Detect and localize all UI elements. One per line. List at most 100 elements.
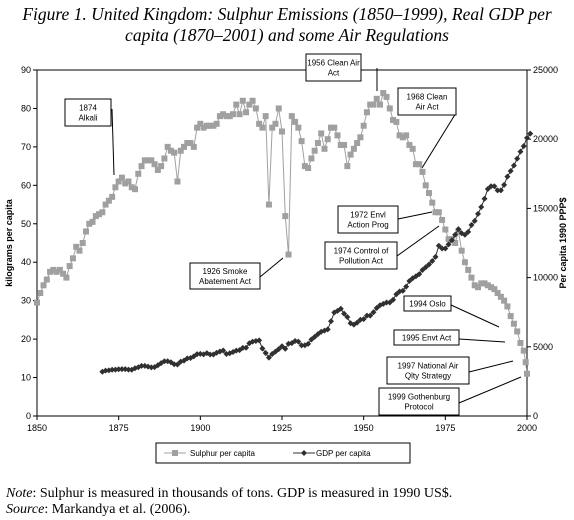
figure-title-line-1: Figure 1. United Kingdom: Sulphur Emissi… — [22, 4, 552, 24]
source-text: : Markandya et al. (2006). — [44, 502, 191, 517]
sulphur-per-capita-point — [282, 213, 289, 220]
sulphur-per-capita-point — [522, 359, 529, 366]
sulphur-per-capita-point — [236, 111, 243, 118]
annotation-text-1974-control: Pollution Act — [339, 257, 384, 266]
annotation-leader-1974-control — [396, 225, 440, 257]
sulphur-per-capita-point — [439, 216, 446, 223]
gdp-per-capita-point — [491, 183, 498, 190]
sulphur-per-capita-point — [354, 140, 361, 147]
sulphur-per-capita-point — [295, 124, 302, 131]
sulphur-per-capita-point — [216, 113, 223, 120]
sulphur-per-capita-point — [311, 147, 318, 154]
annotation-text-1968-clean-air: Air Act — [415, 103, 439, 112]
gdp-per-capita-point — [399, 287, 406, 294]
gdp-per-capita-point — [220, 347, 227, 354]
sulphur-per-capita-point — [399, 134, 406, 141]
gdp-per-capita-point — [488, 183, 495, 190]
sulphur-per-capita-point — [481, 280, 488, 287]
gdp-per-capita-point — [393, 291, 400, 298]
x-tick-label: 1950 — [354, 423, 374, 433]
note-label: Note — [6, 486, 33, 501]
annotation-text-1972-envl: Action Prog — [347, 221, 388, 230]
sulphur-per-capita-point — [367, 101, 374, 108]
sulphur-per-capita-point — [403, 132, 410, 139]
y-right-tick-label: 5000 — [533, 342, 553, 352]
gdp-per-capita-point — [256, 337, 263, 344]
y-left-axis-title: kilograms per capita — [4, 198, 14, 287]
sulphur-per-capita-point — [105, 197, 112, 204]
x-tick-label: 1850 — [27, 423, 47, 433]
sulphur-per-capita-point — [458, 247, 465, 254]
sulphur-per-capita-point — [328, 124, 334, 131]
gdp-per-capita-point — [373, 305, 380, 312]
gdp-per-capita-point — [517, 148, 524, 155]
gdp-per-capita-point — [416, 271, 423, 278]
annotation-leader-1999-gothenburg — [458, 376, 522, 404]
annotation-box-1926-smoke — [189, 262, 261, 290]
annotation-text-1997-national-air: Qlty Strategy — [405, 372, 451, 381]
gdp-per-capita-point — [465, 228, 472, 235]
annotation-box-1974-control — [324, 241, 398, 270]
sulphur-per-capita-point — [164, 143, 171, 150]
sulphur-per-capita-point — [207, 122, 214, 129]
sulphur-per-capita-point — [230, 111, 236, 118]
sulphur-per-capita-point — [256, 120, 263, 127]
y-left-tick-label: 80 — [21, 103, 31, 113]
gdp-per-capita-point — [481, 195, 488, 202]
gdp-per-capita-point — [432, 253, 439, 260]
gdp-per-capita-point — [243, 344, 250, 351]
sulphur-per-capita-point — [239, 97, 246, 104]
sulphur-per-capita-point — [63, 274, 70, 281]
sulphur-per-capita-point — [132, 186, 138, 193]
sulphur-per-capita-point — [386, 105, 393, 112]
x-tick-label: 1875 — [109, 423, 129, 433]
gdp-per-capita-point — [475, 210, 481, 217]
gdp-per-capita-point — [354, 319, 361, 326]
sulphur-per-capita-point — [324, 136, 331, 143]
annotation-text-1997-national-air: 1997 National Air — [398, 362, 459, 371]
gdp-per-capita-point — [419, 266, 426, 273]
sulphur-per-capita-point — [148, 157, 155, 164]
gdp-per-capita-point — [452, 231, 459, 238]
y-left-tick-label: 90 — [21, 65, 31, 75]
sulphur-per-capita-point — [43, 276, 50, 283]
sulphur-per-capita-point — [177, 147, 184, 154]
sulphur-per-capita-point — [396, 132, 403, 139]
sulphur-per-capita-point — [475, 284, 481, 291]
sulphur-per-capita-point — [442, 226, 449, 233]
gdp-per-capita-point — [174, 361, 181, 368]
gdp-per-capita-point — [390, 296, 397, 303]
sulphur-per-capita-point — [184, 140, 191, 147]
sulphur-per-capita-point — [488, 284, 495, 291]
annotation-box-1999-gothenburg — [378, 387, 460, 416]
gdp-per-capita-point — [161, 358, 168, 365]
gdp-per-capita-point — [448, 237, 455, 244]
gdp-per-capita-point — [429, 257, 436, 264]
gdp-per-capita-point — [207, 351, 214, 358]
x-tick-label: 2000 — [517, 423, 537, 433]
sulphur-per-capita-point — [262, 113, 269, 120]
sulphur-per-capita-point — [468, 274, 475, 281]
annotation-text-1994-oslo: 1994 Oslo — [409, 300, 446, 309]
gdp-per-capita-point — [311, 333, 318, 340]
sulphur-per-capita-point — [412, 161, 419, 168]
x-tick-label: 1900 — [190, 423, 210, 433]
sulphur-per-capita-point — [429, 199, 436, 206]
sulphur-per-capita-point — [102, 201, 109, 208]
gdp-per-capita-point — [510, 162, 517, 169]
sulphur-per-capita-point — [478, 280, 485, 287]
sulphur-per-capita-point — [47, 268, 54, 275]
sulphur-per-capita-point — [109, 193, 116, 200]
sulphur-per-capita-point — [357, 134, 364, 141]
sulphur-per-capita-point — [252, 105, 259, 112]
sulphur-per-capita-point — [461, 259, 468, 266]
gdp-per-capita-point — [403, 283, 410, 290]
sulphur-per-capita-point — [158, 163, 165, 170]
annotation-leader-1995-envt — [458, 338, 506, 343]
annotation-text-1874-alkali: Alkali — [78, 114, 97, 123]
sulphur-per-capita-point — [510, 320, 517, 327]
y-right-axis-title: Per capita 1990 PPP$ — [558, 197, 568, 288]
annotation-text-1999-gothenburg: Protocol — [404, 403, 434, 412]
sulphur-per-capita-point — [465, 266, 472, 273]
gdp-per-capita-point — [439, 245, 446, 252]
